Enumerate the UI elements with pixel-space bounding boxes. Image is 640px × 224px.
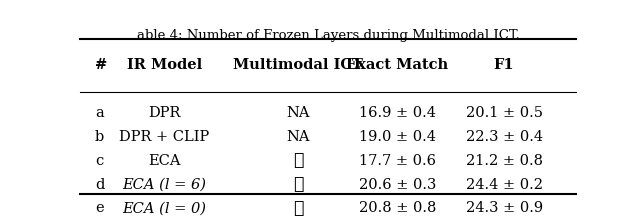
Text: 24.3 ± 0.9: 24.3 ± 0.9 — [465, 201, 543, 215]
Text: c: c — [95, 154, 103, 168]
Text: e: e — [95, 201, 104, 215]
Text: able 4: Number of Frozen Layers during Multimodal ICT.: able 4: Number of Frozen Layers during M… — [136, 29, 520, 42]
Text: 16.9 ± 0.4: 16.9 ± 0.4 — [359, 106, 436, 120]
Text: d: d — [95, 178, 104, 192]
Text: NA: NA — [287, 130, 310, 144]
Text: 20.6 ± 0.3: 20.6 ± 0.3 — [359, 178, 436, 192]
Text: 17.7 ± 0.6: 17.7 ± 0.6 — [359, 154, 436, 168]
Text: IR Model: IR Model — [127, 58, 202, 72]
Text: 19.0 ± 0.4: 19.0 ± 0.4 — [359, 130, 436, 144]
Text: F1: F1 — [494, 58, 515, 72]
Text: #: # — [95, 58, 107, 72]
Text: NA: NA — [287, 106, 310, 120]
Text: 22.3 ± 0.4: 22.3 ± 0.4 — [465, 130, 543, 144]
Text: DPR + CLIP: DPR + CLIP — [119, 130, 209, 144]
Text: DPR: DPR — [148, 106, 180, 120]
Text: ECA (l = 6): ECA (l = 6) — [122, 178, 206, 192]
Text: a: a — [95, 106, 104, 120]
Text: 21.2 ± 0.8: 21.2 ± 0.8 — [465, 154, 543, 168]
Text: ✓: ✓ — [293, 200, 303, 217]
Text: 24.4 ± 0.2: 24.4 ± 0.2 — [465, 178, 543, 192]
Text: Exact Match: Exact Match — [346, 58, 449, 72]
Text: ✓: ✓ — [293, 176, 303, 193]
Text: ECA: ECA — [148, 154, 180, 168]
Text: ✗: ✗ — [293, 152, 303, 169]
Text: ECA (l = 0): ECA (l = 0) — [122, 201, 206, 215]
Text: 20.1 ± 0.5: 20.1 ± 0.5 — [465, 106, 543, 120]
Text: b: b — [95, 130, 104, 144]
Text: Multimodal ICT: Multimodal ICT — [234, 58, 363, 72]
Text: 20.8 ± 0.8: 20.8 ± 0.8 — [359, 201, 436, 215]
